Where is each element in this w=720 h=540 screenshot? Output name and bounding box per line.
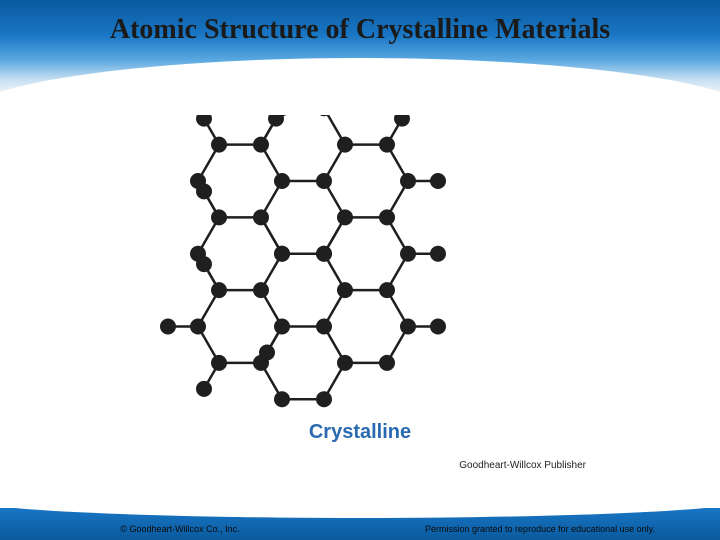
figure-caption: Crystalline xyxy=(130,421,590,444)
image-credit: Goodheart-Willcox Publisher xyxy=(130,460,590,471)
lattice-diagram xyxy=(140,115,580,415)
footer-permission: Permission granted to reproduce for educ… xyxy=(360,524,720,534)
footer-copyright: © Goodheart-Willcox Co., Inc. xyxy=(0,524,360,534)
page-title: Atomic Structure of Crystalline Material… xyxy=(0,14,720,46)
figure-area: Crystalline xyxy=(130,115,590,455)
slide: Atomic Structure of Crystalline Material… xyxy=(0,0,720,540)
